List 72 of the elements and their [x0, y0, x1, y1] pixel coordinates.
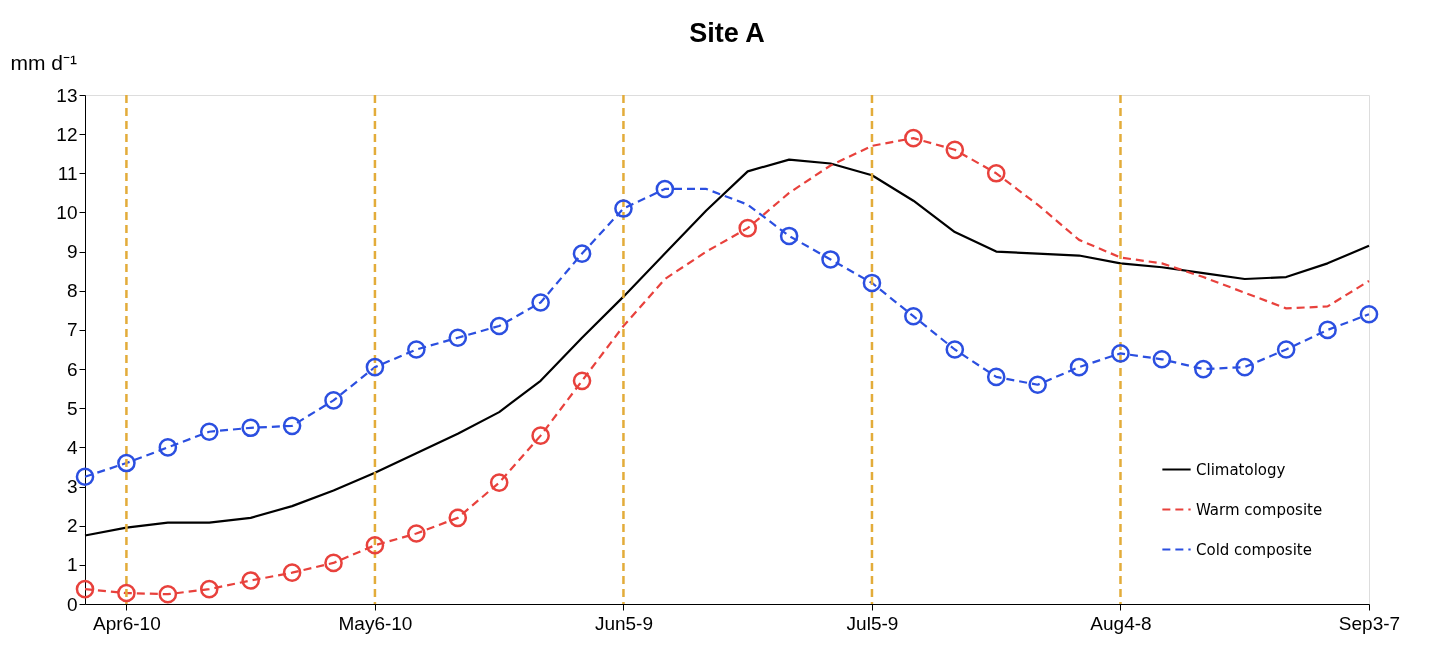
x-tick-label: Apr6-10: [93, 612, 161, 634]
point: [158, 584, 178, 604]
point: [282, 563, 302, 582]
y-tick-label: 6: [66, 358, 78, 380]
point: [117, 583, 136, 603]
point: [779, 226, 799, 246]
point: [1069, 357, 1089, 377]
x-tick-label: May6-10: [338, 612, 413, 634]
point: [1359, 304, 1379, 324]
point: [489, 316, 509, 336]
point: [75, 579, 95, 599]
chart-title: Site A: [689, 18, 765, 48]
point: [904, 128, 923, 148]
y-tick-label: 2: [66, 515, 78, 537]
y-tick-label: 11: [57, 162, 78, 184]
point: [75, 467, 95, 487]
point: [821, 250, 840, 269]
y-tick-label: 5: [66, 397, 78, 419]
legend-label: Cold composite: [1196, 540, 1312, 559]
point: [407, 340, 426, 359]
point: [324, 391, 343, 410]
point: [1235, 357, 1255, 377]
y-tick-label: 4: [66, 436, 78, 458]
point: [862, 273, 882, 293]
point: [986, 367, 1006, 387]
point: [241, 418, 260, 438]
x-tick-label: Aug4-8: [1090, 612, 1152, 634]
point: [572, 244, 592, 263]
y-tick-label: 9: [66, 241, 78, 263]
point: [1194, 359, 1213, 379]
point: [1276, 340, 1296, 359]
y-tick-label: 7: [66, 319, 78, 341]
point: [365, 357, 385, 377]
point: [655, 179, 675, 199]
point: [448, 328, 468, 348]
x-tick-label: Sep3-7: [1338, 612, 1401, 634]
point: [738, 218, 758, 238]
point: [531, 293, 550, 312]
point: [489, 473, 509, 492]
point: [448, 508, 468, 528]
point: [324, 553, 343, 573]
point: [1318, 320, 1337, 340]
point: [1028, 375, 1047, 395]
point: [945, 140, 965, 160]
point: [282, 416, 302, 436]
y-tick-label: 13: [56, 84, 78, 106]
point: [1111, 344, 1130, 363]
y-tick-label: 1: [66, 554, 78, 576]
y-tick-label: 12: [56, 123, 78, 145]
point: [1152, 349, 1172, 369]
point: [614, 199, 633, 218]
point: [199, 422, 219, 442]
y-tick-label: 0: [66, 593, 78, 615]
x-tick-label: Jun5-9: [594, 612, 654, 634]
legend-label: Climatology: [1196, 460, 1286, 479]
point: [572, 371, 592, 391]
point: [117, 453, 136, 473]
legend-label: Warm composite: [1196, 500, 1323, 519]
y-tick-label: 3: [66, 476, 78, 498]
point: [986, 164, 1006, 183]
point: [199, 579, 219, 599]
point: [904, 306, 923, 326]
point: [531, 426, 550, 445]
point: [365, 535, 385, 555]
point: [241, 571, 260, 590]
point: [945, 340, 965, 359]
y-tick-label: 10: [56, 201, 78, 223]
y-axis-title: mm d⁻¹: [10, 50, 77, 74]
y-tick-label: 8: [66, 280, 78, 302]
point: [158, 438, 178, 457]
x-tick-label: Jul5-9: [846, 612, 899, 634]
point: [407, 524, 426, 543]
